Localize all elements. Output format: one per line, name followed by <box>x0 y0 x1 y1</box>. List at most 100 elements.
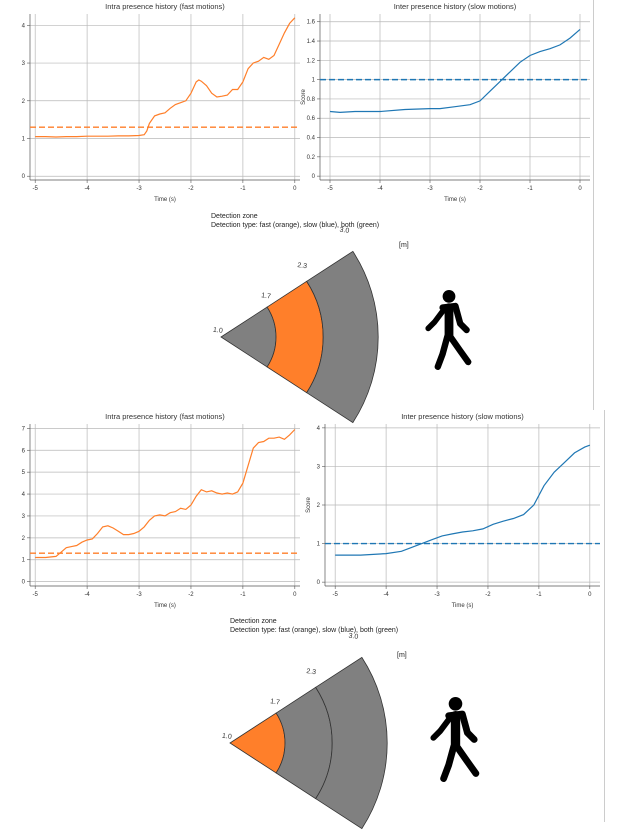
zone-distance-label: 1.0 <box>213 327 224 335</box>
zone-segment <box>229 712 286 774</box>
person-leg-back <box>440 742 458 783</box>
x-tick-label: 0 <box>588 592 592 598</box>
slow-motion-chart: Inter presence history (slow motions) -5 -… <box>306 412 600 609</box>
x-tick-label: 0 <box>293 186 297 192</box>
zone-distance-label: 1.7 <box>270 698 281 706</box>
zone-distance-label: 2.3 <box>306 668 317 676</box>
distance-unit: [m] <box>397 652 407 659</box>
y-tick-label: 3 <box>22 514 26 520</box>
x-axis-label: Time (s) <box>452 603 474 609</box>
x-tick-label: -1 <box>536 592 542 598</box>
zone-distance-label: 2.3 <box>297 262 308 270</box>
panel-divider <box>593 0 594 410</box>
y-axis-label: Score <box>301 89 307 105</box>
y-tick-label: 4 <box>22 23 26 29</box>
person-leg-back <box>434 333 451 371</box>
y-tick-label: 0.8 <box>307 97 316 103</box>
series-line <box>329 28 581 114</box>
zone-segment <box>220 306 277 368</box>
fast-motion-chart: Intra presence history (fast motions) -5 -… <box>22 2 300 203</box>
detection-zone-view: Detection zone Detection type: fast (oran… <box>222 618 480 830</box>
fast-motion-chart: Intra presence history (fast motions) -5 -… <box>22 412 300 609</box>
detection-zone-view: Detection zone Detection type: fast (oran… <box>211 213 472 424</box>
y-tick-label: 0 <box>312 174 316 180</box>
y-tick-label: 4 <box>317 426 321 432</box>
y-tick-label: 3 <box>317 464 321 470</box>
x-tick-label: 0 <box>578 186 582 192</box>
walking-person-icon <box>430 697 480 783</box>
person-arm-back <box>425 306 448 332</box>
y-tick-label: 7 <box>22 426 26 432</box>
y-axis-label: Score <box>306 497 312 513</box>
y-tick-label: 6 <box>22 448 26 454</box>
zone-subtitle: Detection type: fast (orange), slow (blu… <box>211 222 379 229</box>
x-tick-label: -1 <box>240 592 246 598</box>
x-tick-label: -5 <box>33 592 39 598</box>
x-tick-label: -3 <box>136 592 142 598</box>
y-tick-label: 2 <box>317 503 321 509</box>
y-tick-label: 2 <box>22 536 26 542</box>
y-tick-label: 1 <box>312 78 316 84</box>
x-tick-label: -3 <box>427 186 433 192</box>
y-tick-label: 2 <box>22 99 26 105</box>
chart-title: Inter presence history (slow motions) <box>401 412 524 421</box>
series-line <box>35 17 296 138</box>
y-tick-label: 3 <box>22 61 26 67</box>
y-tick-label: 1.2 <box>307 58 316 64</box>
x-tick-label: -2 <box>188 186 194 192</box>
y-tick-label: 1 <box>22 137 26 143</box>
x-tick-label: -2 <box>188 592 194 598</box>
distance-unit: [m] <box>399 242 409 249</box>
presence-panel-2: Intra presence history (fast motions) -5 -… <box>0 410 638 832</box>
zone-title: Detection zone <box>230 618 277 625</box>
chart-title: Intra presence history (fast motions) <box>105 412 225 421</box>
zone-distance-label: 1.7 <box>261 292 272 300</box>
y-tick-label: 0 <box>317 580 321 586</box>
x-tick-label: 0 <box>293 592 297 598</box>
x-tick-label: -2 <box>485 592 491 598</box>
y-tick-label: 0.4 <box>307 136 316 142</box>
y-tick-label: 0 <box>22 174 26 180</box>
panel-divider <box>604 410 605 822</box>
x-axis-label: Time (s) <box>154 603 176 609</box>
person-leg-front <box>452 741 480 777</box>
x-tick-label: -4 <box>383 592 389 598</box>
x-tick-label: -5 <box>327 186 333 192</box>
x-tick-label: -3 <box>136 186 142 192</box>
chart-title: Intra presence history (fast motions) <box>105 2 225 11</box>
y-tick-label: 0.6 <box>307 116 316 122</box>
x-tick-label: -1 <box>240 186 246 192</box>
x-tick-label: -4 <box>84 592 90 598</box>
y-tick-label: 1 <box>317 542 321 548</box>
zone-distance-label: 3.0 <box>339 227 350 235</box>
x-axis-label: Time (s) <box>444 197 466 203</box>
x-tick-label: -4 <box>84 186 90 192</box>
plot-area <box>30 424 300 586</box>
zone-distance-label: 3.0 <box>348 633 359 641</box>
y-tick-label: 4 <box>22 492 26 498</box>
presence-panel-1: Intra presence history (fast motions) -5 -… <box>0 0 638 424</box>
x-tick-label: -2 <box>477 186 483 192</box>
person-arm-back <box>430 714 454 741</box>
person-head <box>442 290 456 303</box>
x-tick-label: -5 <box>33 186 39 192</box>
x-tick-label: -1 <box>527 186 533 192</box>
x-tick-label: -5 <box>333 592 339 598</box>
x-tick-label: -4 <box>377 186 383 192</box>
plot-area <box>320 14 590 180</box>
plot-area <box>30 14 300 180</box>
zone-title: Detection zone <box>211 213 258 220</box>
y-tick-label: 1.6 <box>307 20 316 26</box>
zone-segment <box>306 250 379 424</box>
y-tick-label: 0.2 <box>307 155 316 161</box>
walking-person-icon <box>425 290 472 371</box>
zone-segment <box>315 656 388 830</box>
slow-motion-chart: Inter presence history (slow motions) -5 -… <box>301 2 590 203</box>
y-tick-label: 1 <box>22 558 26 564</box>
chart-title: Inter presence history (slow motions) <box>394 2 517 11</box>
person-head <box>448 697 463 711</box>
series-line <box>335 444 591 556</box>
y-tick-label: 0 <box>22 580 26 586</box>
series-line <box>35 429 296 559</box>
x-tick-label: -3 <box>434 592 440 598</box>
